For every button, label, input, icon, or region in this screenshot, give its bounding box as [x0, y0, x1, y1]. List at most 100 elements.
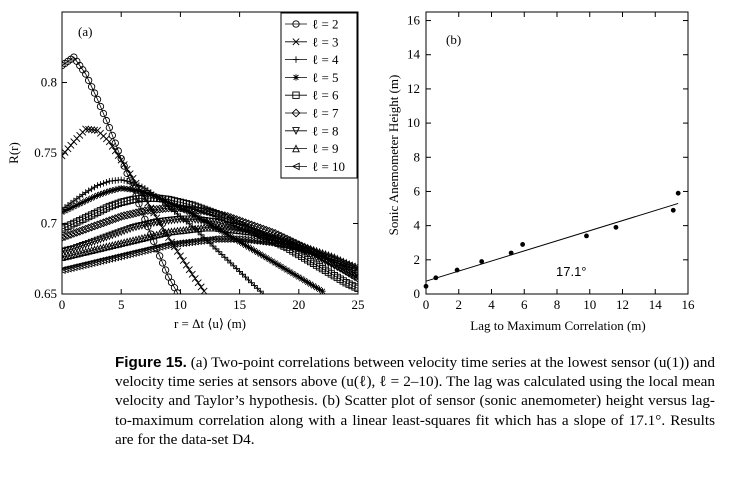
panel-b-frame	[425, 11, 689, 295]
series-point-5	[310, 282, 317, 290]
x-tick-label: 2	[456, 297, 463, 312]
series-point-10	[69, 263, 78, 272]
series-point-3	[85, 125, 93, 133]
series-point-8	[235, 224, 244, 232]
series-point-5	[316, 286, 323, 293]
legend-marker	[291, 162, 300, 171]
series-point-10	[116, 252, 125, 260]
series-point-4	[251, 282, 258, 289]
series-point-8	[229, 222, 238, 231]
series-point-10	[140, 246, 149, 255]
series-point-3	[176, 252, 184, 260]
legend-entry: ℓ = 6	[312, 88, 339, 103]
series-point-4	[100, 180, 107, 187]
panel-a-label: (a)	[78, 24, 92, 39]
series-point-9	[108, 241, 117, 250]
series-point-5	[248, 245, 255, 253]
series-point-3	[117, 156, 125, 164]
series-point-5	[129, 186, 137, 193]
y-tick-label: 0.75	[34, 145, 57, 160]
series-point-10	[119, 251, 128, 260]
x-tick-label: 10	[583, 297, 596, 312]
series-point-4	[260, 290, 267, 294]
series-point-4	[218, 251, 226, 258]
series-point-7	[223, 212, 233, 221]
panel-b-label: (b)	[446, 32, 461, 47]
series-point-2	[96, 102, 105, 111]
data-point	[508, 250, 514, 256]
series-point-9	[135, 234, 143, 243]
series-point-10	[161, 241, 170, 250]
series-point-5	[103, 188, 110, 196]
series-point-4	[132, 180, 140, 188]
series-point-5	[141, 189, 149, 196]
legend-marker	[292, 38, 300, 46]
series-point-9	[90, 245, 99, 254]
legend-entry: ℓ = 3	[312, 34, 339, 49]
x-tick-label: 5	[118, 297, 125, 312]
series-point-4	[224, 256, 231, 264]
series-point-9	[105, 241, 114, 250]
series-point-5	[280, 265, 288, 272]
series-point-9	[99, 243, 108, 252]
series-point-5	[295, 273, 302, 281]
series-point-9	[152, 230, 161, 239]
fit-line	[425, 202, 679, 282]
series-point-5	[286, 268, 294, 275]
series-point-5	[132, 187, 140, 194]
panel-b-marks	[423, 190, 681, 289]
series-point-8	[333, 263, 342, 272]
panel-a-xlabel: r = Δt ⟨u⟩ (m)	[174, 316, 246, 331]
data-point	[670, 207, 676, 213]
series-point-5	[115, 185, 122, 193]
series-point-2	[90, 89, 99, 97]
series-point-9	[87, 246, 96, 254]
series-point-7	[199, 206, 209, 216]
series-point-2	[62, 61, 66, 70]
series-point-7	[181, 204, 191, 214]
series-point-5	[271, 259, 279, 267]
series-point-7	[220, 211, 230, 221]
series-point-10	[137, 247, 146, 255]
series-point-3	[188, 270, 196, 278]
series-point-10	[62, 266, 66, 274]
panel-a-ylabel: R(r)	[6, 142, 21, 164]
series-point-10	[134, 247, 143, 256]
x-tick-label: 15	[233, 297, 246, 312]
series-point-4	[103, 179, 110, 186]
series-point-7	[196, 206, 206, 215]
series-point-2	[93, 95, 102, 104]
series-point-9	[63, 251, 72, 260]
series-point-3	[197, 283, 205, 291]
series-point-5	[224, 231, 231, 238]
legend-marker	[292, 20, 300, 28]
series-point-7	[173, 203, 182, 213]
series-point-5	[91, 193, 98, 200]
series-point-9	[78, 248, 87, 257]
x-tick-label: 12	[616, 297, 629, 312]
series-point-4	[230, 262, 237, 269]
series-point-9	[354, 264, 358, 273]
series-point-5	[319, 287, 326, 294]
series-point-5	[76, 200, 83, 207]
series-point-2	[105, 123, 114, 132]
x-tick-label: 4	[488, 297, 495, 312]
y-tick-label: 10	[407, 115, 420, 130]
series-point-5	[85, 196, 92, 203]
series-point-10	[285, 242, 294, 251]
series-point-7	[214, 209, 224, 219]
series-point-8	[214, 219, 223, 228]
series-point-10	[105, 254, 114, 263]
series-point-5	[260, 252, 267, 260]
series-point-9	[84, 246, 93, 255]
panel-b-ticks: 0 2 4 6 8 10 12 14 16 0 2 4 6 8 10 12 14 16	[407, 12, 695, 312]
series-point-3	[82, 125, 90, 133]
series-point-10	[114, 252, 122, 261]
series-point-7	[184, 204, 194, 214]
figure-15: 0 5 10 15 20 250.650.70.750.8 (a) r = Δt ⟨u⟩ …	[6, 11, 695, 333]
series-point-8	[217, 219, 226, 228]
series-point-4	[248, 279, 255, 286]
series-point-8	[223, 221, 232, 230]
series-point-7	[211, 209, 221, 219]
series-point-5	[62, 207, 69, 215]
